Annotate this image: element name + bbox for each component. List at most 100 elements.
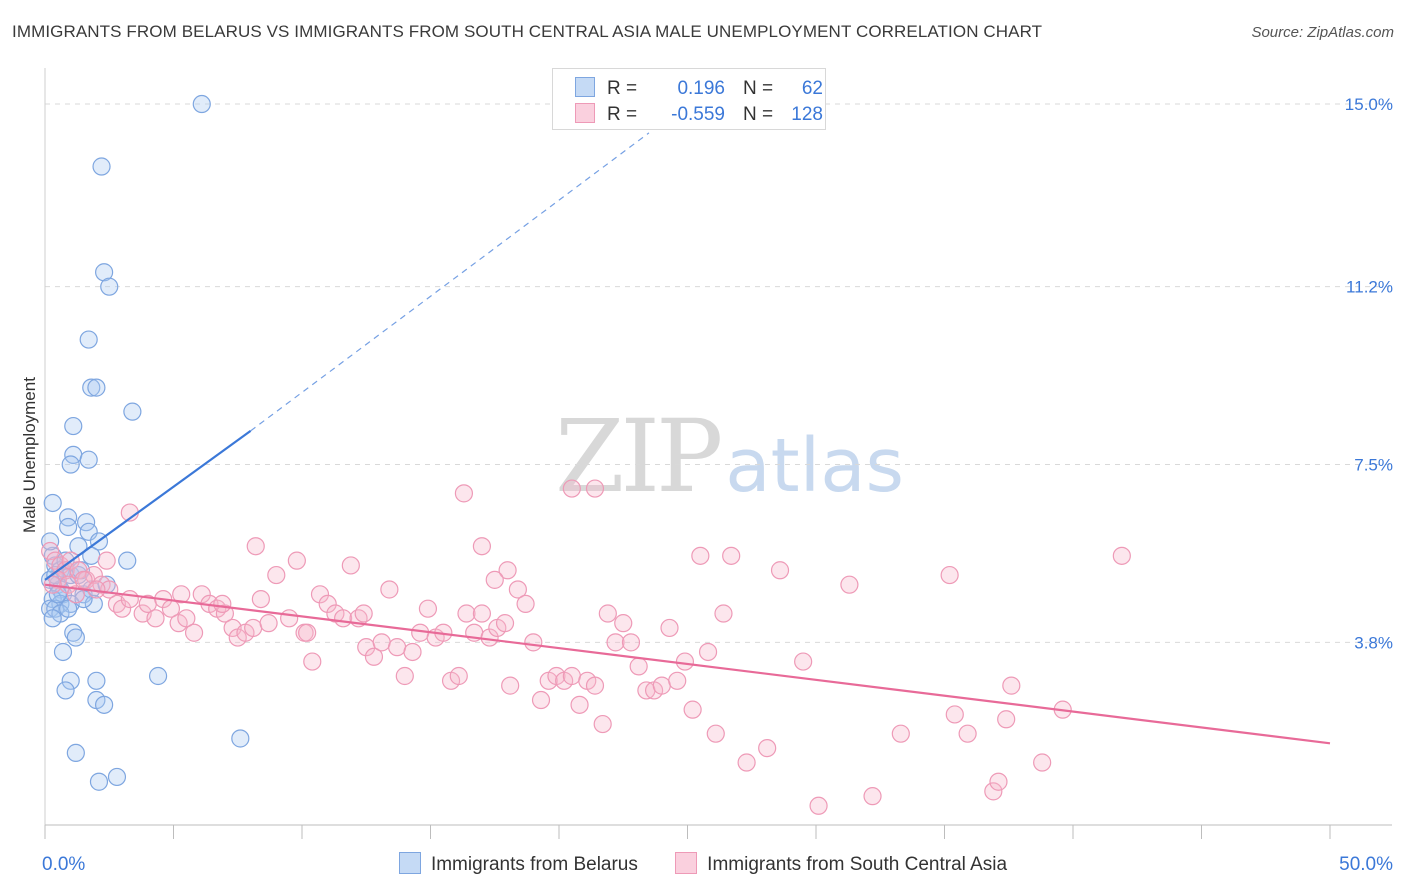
south-central-asia-point bbox=[498, 561, 517, 580]
south-central-asia-point bbox=[51, 556, 70, 575]
chart-title: IMMIGRANTS FROM BELARUS VS IMMIGRANTS FR… bbox=[12, 22, 1043, 41]
correlation-legend: R = 0.196 N = 62 R = -0.559 N = 128 bbox=[552, 68, 826, 130]
south-central-asia-point bbox=[354, 604, 373, 623]
legend-label: Immigrants from South Central Asia bbox=[707, 854, 1008, 875]
south-central-asia-point bbox=[706, 724, 725, 743]
belarus-point bbox=[89, 772, 109, 791]
series-legend: Immigrants from Belarus Immigrants from … bbox=[0, 852, 1406, 876]
watermark-atlas: atlas bbox=[725, 423, 905, 509]
south-central-asia-point bbox=[380, 580, 399, 599]
south-central-asia-point bbox=[112, 599, 132, 618]
belarus-point bbox=[123, 402, 142, 421]
south-central-asia-point bbox=[698, 642, 718, 662]
south-central-asia-point bbox=[97, 551, 116, 570]
belarus-point bbox=[64, 416, 83, 436]
south-central-asia-point bbox=[495, 614, 515, 633]
south-central-asia-point bbox=[192, 585, 211, 604]
south-central-asia-point bbox=[172, 585, 191, 604]
south-central-asia-point bbox=[485, 570, 504, 589]
south-central-asia-point bbox=[722, 546, 741, 565]
belarus-point bbox=[66, 628, 85, 647]
south-central-asia-point bbox=[629, 657, 648, 676]
south-central-asia-point bbox=[251, 589, 270, 609]
south-central-asia-point bbox=[660, 618, 679, 638]
belarus-point bbox=[61, 455, 80, 474]
south-central-asia-point bbox=[809, 796, 828, 815]
south-central-asia-point bbox=[41, 541, 60, 561]
south-central-asia-point bbox=[863, 787, 882, 806]
south-central-asia-point bbox=[213, 594, 232, 614]
south-central-asia-point bbox=[984, 782, 1003, 801]
belarus-point bbox=[56, 551, 75, 570]
belarus-point bbox=[66, 743, 85, 763]
belarus-point bbox=[53, 642, 73, 662]
belarus-point bbox=[43, 609, 62, 628]
r-value: -0.559 bbox=[671, 104, 725, 125]
legend-item-belarus: Immigrants from Belarus bbox=[398, 852, 638, 876]
n-label: N = bbox=[743, 104, 774, 125]
south-central-asia-point bbox=[310, 585, 330, 604]
belarus-point bbox=[95, 695, 114, 714]
south-central-asia-point bbox=[259, 614, 278, 633]
y-tick-label: 3.8% bbox=[1354, 633, 1393, 652]
south-central-asia-point bbox=[341, 556, 360, 575]
belarus-point bbox=[92, 157, 111, 176]
south-central-asia-point bbox=[683, 700, 702, 719]
legend-swatch-pink bbox=[575, 103, 595, 123]
south-central-asia-point bbox=[508, 580, 527, 599]
south-central-asia-point bbox=[691, 546, 710, 565]
r-label: R = bbox=[607, 78, 638, 99]
watermark: ZIPatlas bbox=[555, 398, 904, 515]
south-central-asia-point bbox=[652, 676, 671, 695]
belarus-point bbox=[61, 671, 80, 690]
south-central-asia-point bbox=[364, 647, 384, 666]
south-central-asia-point bbox=[372, 633, 391, 652]
belarus-point bbox=[87, 378, 106, 397]
south-central-asia-point bbox=[621, 633, 641, 652]
south-central-asia-point bbox=[267, 565, 286, 585]
belarus-point bbox=[100, 277, 119, 296]
legend-row-south-central-asia: R = -0.559 N = 128 bbox=[575, 103, 823, 125]
south-central-asia-point bbox=[1002, 676, 1021, 695]
south-central-asia-point bbox=[303, 652, 322, 671]
south-central-asia-point bbox=[585, 676, 605, 695]
belarus-point bbox=[59, 599, 78, 618]
south-central-asia-point bbox=[940, 565, 959, 585]
legend-item-south-central-asia: Immigrants from South Central Asia bbox=[675, 852, 1007, 876]
belarus-point bbox=[43, 493, 62, 513]
south-central-asia-point bbox=[668, 671, 687, 690]
legend-label: Immigrants from Belarus bbox=[430, 854, 638, 875]
r-value: 0.196 bbox=[677, 78, 725, 99]
belarus-point bbox=[107, 767, 127, 787]
south-central-asia-point bbox=[501, 676, 520, 695]
south-central-asia-point bbox=[146, 609, 165, 628]
n-value: 128 bbox=[791, 104, 823, 125]
south-central-asia-point bbox=[318, 594, 337, 614]
south-central-asia-point bbox=[945, 705, 964, 724]
south-central-asia-point bbox=[562, 666, 581, 686]
belarus-trend-line bbox=[44, 429, 252, 581]
belarus-point bbox=[87, 671, 106, 690]
south-central-asia-point bbox=[997, 710, 1016, 729]
legend-swatch-pink bbox=[675, 852, 698, 874]
south-central-asia-point bbox=[714, 604, 733, 623]
south-central-asia-point bbox=[120, 589, 139, 609]
south-central-asia-point bbox=[570, 695, 589, 714]
south-central-asia-point bbox=[1033, 753, 1052, 772]
belarus-trend-line-extension bbox=[250, 132, 650, 432]
south-central-asia-point bbox=[891, 724, 910, 743]
south-central-asia-point bbox=[472, 537, 491, 556]
legend-swatch-blue bbox=[398, 852, 421, 874]
south-central-asia-point bbox=[298, 623, 317, 642]
south-central-asia-point bbox=[184, 623, 204, 642]
south-central-asia-point bbox=[585, 479, 605, 498]
south-central-asia-point bbox=[840, 575, 859, 594]
south-central-asia-point bbox=[989, 772, 1008, 791]
south-central-asia-point bbox=[244, 618, 263, 638]
south-central-asia-point bbox=[737, 753, 756, 772]
south-central-asia-point bbox=[177, 609, 196, 628]
south-central-asia-point bbox=[758, 738, 777, 758]
source-label: Source: ZipAtlas.com bbox=[1251, 24, 1394, 41]
belarus-point bbox=[79, 330, 98, 349]
